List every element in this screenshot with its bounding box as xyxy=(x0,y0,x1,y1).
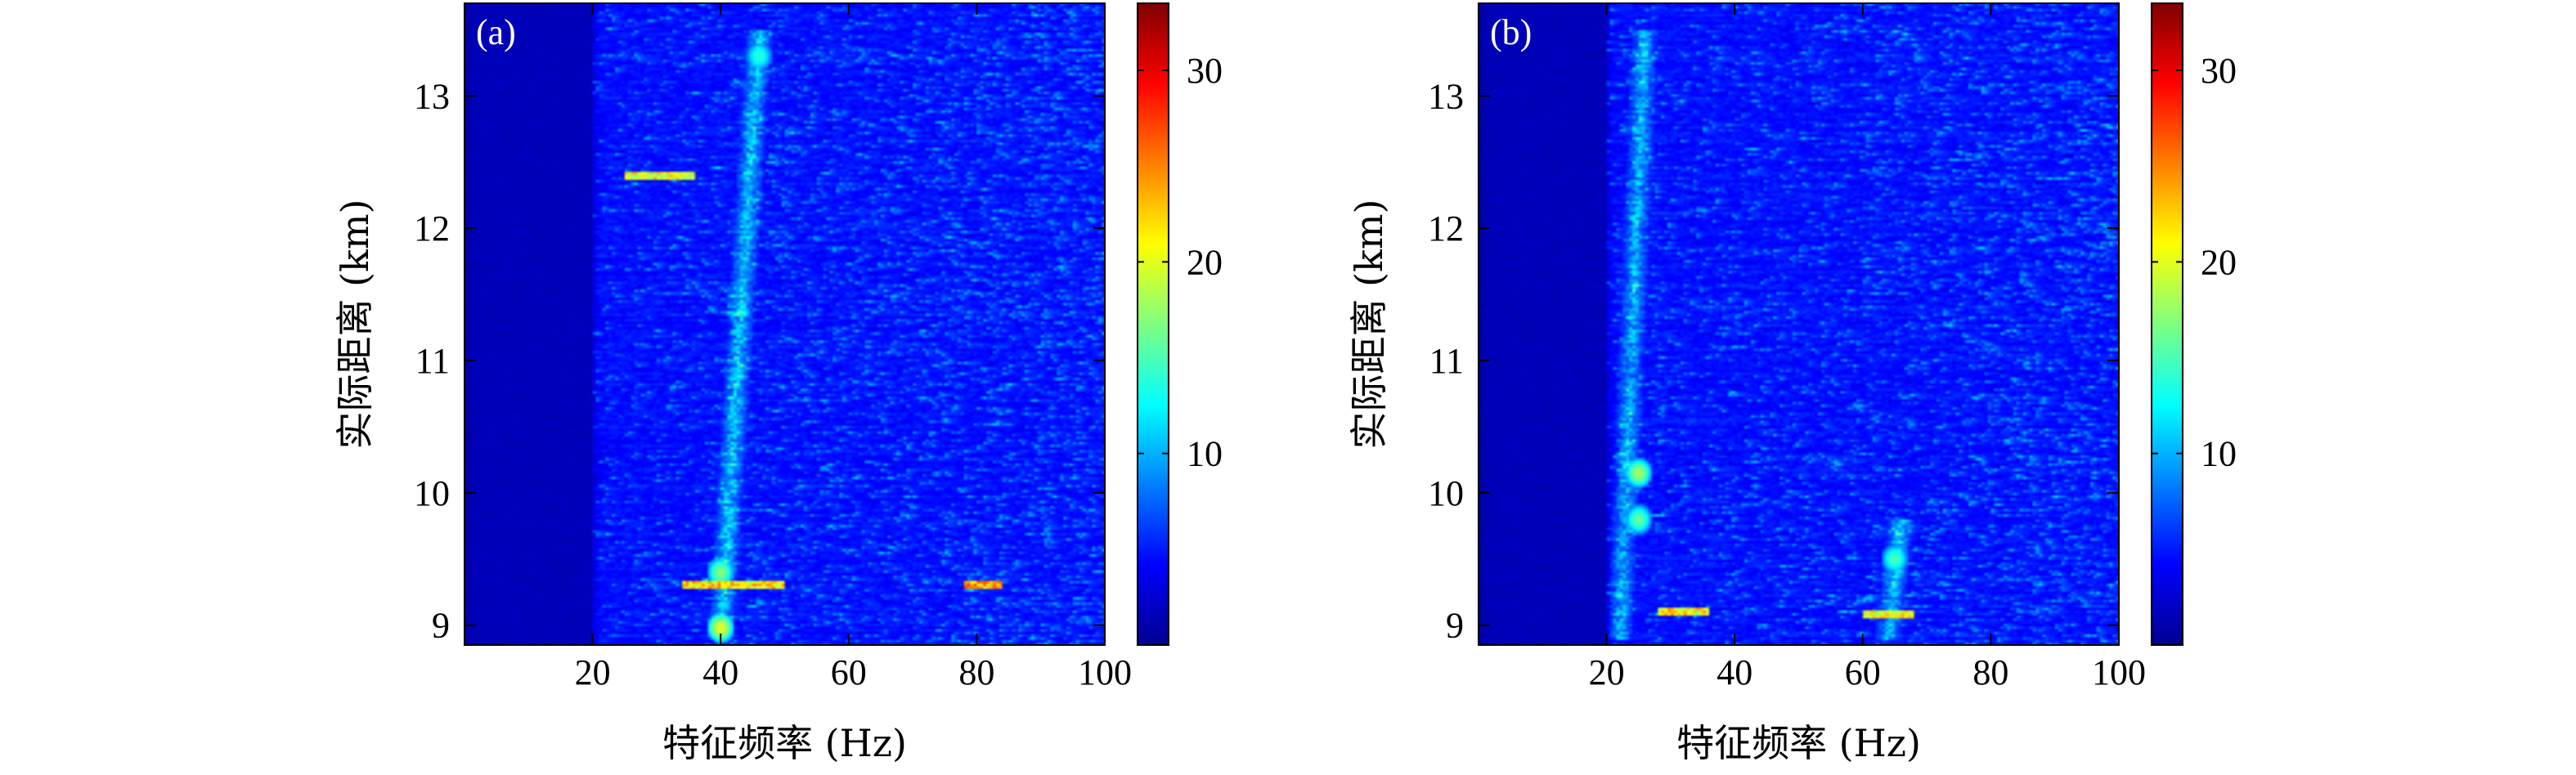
y-tick-label: 10 xyxy=(414,473,450,513)
heatmap-image xyxy=(464,3,1105,645)
y-tick-label: 9 xyxy=(432,606,450,646)
y-tick-label: 9 xyxy=(1446,606,1464,646)
x-tick-label: 100 xyxy=(1078,652,1132,692)
x-tick-label: 80 xyxy=(1972,652,2008,692)
colorbar: 10 20 30 xyxy=(2151,2,2237,646)
x-tick-label: 20 xyxy=(1589,652,1625,692)
y-tick-label: 12 xyxy=(414,208,450,249)
y-tick-label: 11 xyxy=(415,341,450,381)
colorbar-scale xyxy=(1137,2,1169,646)
panel-label: (b) xyxy=(1490,12,1532,52)
colorbar-tick-label: 10 xyxy=(1187,434,1223,474)
x-axis-label: 特征频率 (Hz) xyxy=(662,721,907,765)
colorbar-tick-label: 20 xyxy=(1187,242,1223,282)
colorbar-tick-label: 20 xyxy=(2201,242,2237,282)
y-tick-label: 10 xyxy=(1428,473,1464,513)
x-axis-label: 特征频率 (Hz) xyxy=(1676,721,1921,765)
x-tick-label: 20 xyxy=(575,652,611,692)
colorbar: 10 20 30 xyxy=(1137,2,1223,646)
x-tick-label: 100 xyxy=(2092,652,2146,692)
x-tick-label: 40 xyxy=(702,652,738,692)
y-axis-label: 实际距离 (km) xyxy=(1347,199,1391,449)
colorbar-scale xyxy=(2151,2,2183,646)
colorbar-tick-label: 10 xyxy=(2201,434,2237,474)
panel-a: (a) 20 40 60 80 100 9 10 11 12 13 特征频率 (Hz) 实际距离 (km… xyxy=(333,2,1223,765)
y-tick-label: 12 xyxy=(1428,208,1464,249)
plot-frame xyxy=(464,2,1106,646)
colorbar-tick-label: 30 xyxy=(2201,51,2237,91)
panel-b: (b) 20 40 60 80 100 9 10 11 12 13 特征频率 (Hz) 实际距离 (km… xyxy=(1347,2,2237,765)
y-tick-label: 11 xyxy=(1429,341,1464,381)
plot-frame xyxy=(1478,2,2120,646)
heatmap-image xyxy=(1479,3,2119,645)
panel-label: (a) xyxy=(476,12,516,52)
y-axis-label: 实际距离 (km) xyxy=(333,199,377,449)
x-tick-label: 80 xyxy=(958,652,994,692)
x-tick-label: 60 xyxy=(1845,652,1881,692)
y-tick-label: 13 xyxy=(414,76,450,116)
colorbar-tick-label: 30 xyxy=(1187,51,1223,91)
x-tick-label: 40 xyxy=(1717,652,1752,692)
y-tick-label: 13 xyxy=(1428,76,1464,116)
x-tick-label: 60 xyxy=(831,652,867,692)
